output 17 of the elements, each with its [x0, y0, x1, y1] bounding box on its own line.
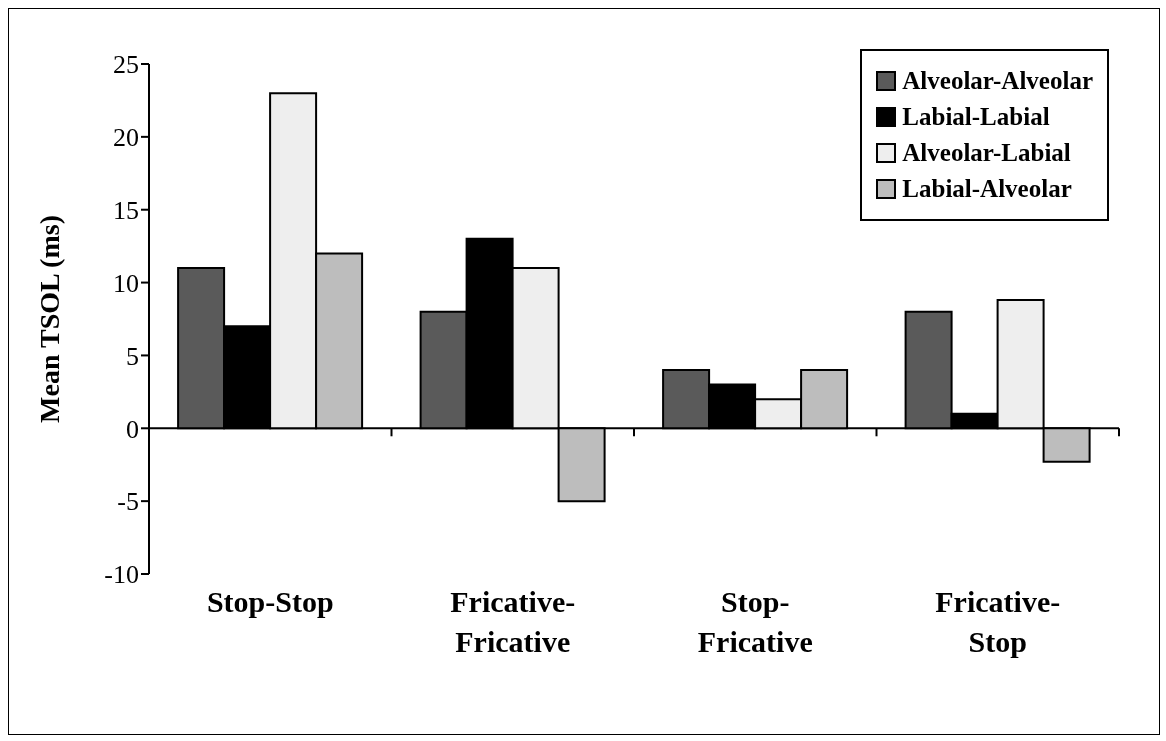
- y-axis-title: Mean TSOL (ms): [33, 215, 65, 423]
- x-tick-label: Fricative-Fricative: [450, 585, 576, 658]
- legend-label: Alveolar-Labial: [902, 139, 1071, 167]
- y-tick-label: 20: [113, 123, 139, 153]
- y-tick-label: -10: [104, 560, 139, 590]
- y-tick-label: 10: [113, 268, 139, 298]
- legend-label: Alveolar-Alveolar: [902, 67, 1093, 95]
- y-tick-label: 5: [126, 341, 139, 371]
- y-tick-label: 15: [113, 195, 139, 225]
- y-tick-label: 25: [113, 50, 139, 80]
- x-tick-label: Stop-Fricative: [697, 585, 813, 658]
- y-tick-label: 0: [126, 414, 139, 444]
- y-tick-label: -5: [117, 487, 139, 517]
- x-tick-label: Fricative-Stop: [935, 585, 1061, 658]
- legend-label: Labial-Labial: [902, 103, 1050, 131]
- legend-label: Labial-Alveolar: [902, 175, 1072, 203]
- x-tick-label: Stop-Stop: [206, 585, 334, 618]
